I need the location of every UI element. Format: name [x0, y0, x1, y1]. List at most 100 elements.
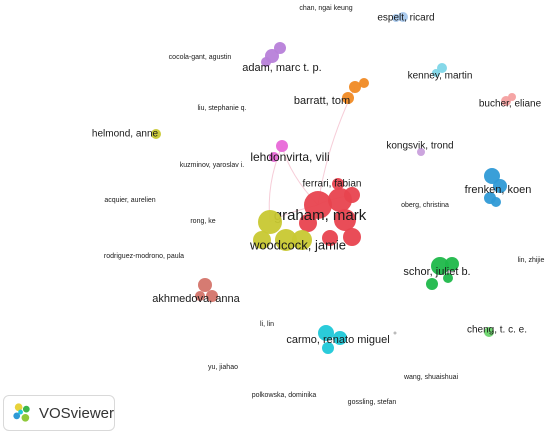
node-bubble[interactable]: [322, 230, 338, 246]
node-bubble[interactable]: [484, 327, 494, 337]
node-bubble[interactable]: [359, 78, 369, 88]
network-node[interactable]: lehdonvirta, vili: [250, 140, 330, 164]
node-bubble[interactable]: [437, 63, 447, 73]
node-bubble[interactable]: [426, 278, 438, 290]
network-node[interactable]: barratt, tom: [294, 78, 369, 107]
network-node[interactable]: frenken, koen: [465, 168, 532, 207]
network-node[interactable]: adam, marc t. p.: [242, 42, 322, 74]
network-node[interactable]: yu, jiahao: [208, 364, 238, 371]
network-node[interactable]: acquier, aurelien: [104, 197, 155, 204]
network-node[interactable]: schor, juliet b.: [403, 257, 471, 290]
node-bubble[interactable]: [274, 42, 286, 54]
node-bubble[interactable]: [318, 325, 334, 341]
network-node[interactable]: chan, ngai keung: [299, 5, 352, 12]
node-bubble[interactable]: [206, 290, 218, 302]
node-bubble[interactable]: [195, 291, 205, 301]
node-bubble[interactable]: [322, 342, 334, 354]
node-bubble[interactable]: [443, 273, 453, 283]
node-bubble[interactable]: [342, 92, 354, 104]
node-bubble[interactable]: [343, 228, 361, 246]
node-bubble[interactable]: [292, 230, 312, 250]
node-label[interactable]: wang, shuaishuai: [403, 374, 459, 381]
node-label[interactable]: bucher, eliane: [479, 99, 542, 110]
network-node[interactable]: helmond, anne: [92, 129, 161, 140]
node-label[interactable]: lehdonvirta, vili: [250, 150, 329, 164]
network-node[interactable]: gossling, stefan: [348, 399, 397, 406]
network-node[interactable]: akhmedova, anna: [152, 278, 241, 305]
network-node[interactable]: rodriguez-modrono, paula: [104, 253, 184, 260]
node-label[interactable]: schor, juliet b.: [403, 266, 470, 278]
node-bubble[interactable]: [508, 93, 516, 101]
node-label[interactable]: adam, marc t. p.: [242, 62, 321, 74]
node-label[interactable]: kuzminov, yaroslav i.: [180, 162, 245, 169]
network-node[interactable]: lin, zhijie: [518, 257, 545, 264]
node-label[interactable]: gossling, stefan: [348, 399, 397, 406]
network-node[interactable]: kenney, martin: [408, 63, 473, 82]
node-bubble[interactable]: [261, 57, 271, 67]
network-node[interactable]: li, lin: [260, 321, 274, 328]
node-bubble[interactable]: [253, 231, 271, 249]
node-label[interactable]: akhmedova, anna: [152, 293, 240, 305]
node-bubble[interactable]: [151, 129, 161, 139]
network-node[interactable]: oberg, christina: [401, 202, 449, 209]
node-bubble[interactable]: [344, 187, 360, 203]
network-node[interactable]: liu, stephanie q.: [197, 105, 246, 112]
node-label[interactable]: cocola-gant, agustin: [169, 54, 232, 61]
node-label[interactable]: acquier, aurelien: [104, 197, 155, 204]
network-node[interactable]: espelt, ricard: [377, 12, 435, 24]
network-node[interactable]: ferrari, fabian: [303, 178, 362, 203]
network-node[interactable]: rong, ke: [190, 218, 215, 225]
network-node[interactable]: bucher, eliane: [479, 93, 542, 110]
node-label[interactable]: rong, ke: [190, 218, 215, 225]
network-node[interactable]: kongsvik, trond: [386, 141, 454, 156]
node-label[interactable]: kongsvik, trond: [386, 141, 453, 152]
network-node[interactable]: cocola-gant, agustin: [169, 54, 232, 61]
node-label[interactable]: barratt, tom: [294, 95, 350, 107]
node-bubble[interactable]: [398, 12, 408, 22]
node-bubble[interactable]: [332, 178, 344, 190]
node-bubble[interactable]: [275, 229, 297, 251]
node-bubble[interactable]: [491, 197, 501, 207]
node-bubble[interactable]: [493, 179, 507, 193]
node-bubble[interactable]: [269, 152, 279, 162]
node-bubble[interactable]: [432, 69, 440, 77]
node-bubble[interactable]: [431, 257, 449, 275]
network-node[interactable]: polkowska, dominika: [252, 392, 317, 399]
node-bubble[interactable]: [304, 191, 332, 219]
node-bubble[interactable]: [349, 81, 361, 93]
node-bubble[interactable]: [445, 257, 459, 271]
node-label[interactable]: chan, ngai keung: [299, 5, 352, 12]
network-node[interactable]: wang, shuaishuai: [403, 374, 459, 381]
network-node[interactable]: kuzminov, yaroslav i.: [180, 162, 245, 169]
network-node[interactable]: cheng, t. c. e.: [467, 325, 527, 337]
node-bubble[interactable]: [299, 214, 317, 232]
node-bubble[interactable]: [258, 210, 282, 234]
node-bubble[interactable]: [333, 331, 347, 345]
node-label[interactable]: kenney, martin: [408, 71, 473, 82]
node-bubble[interactable]: [334, 209, 356, 231]
node-label[interactable]: oberg, christina: [401, 202, 449, 209]
node-bubble[interactable]: [417, 148, 425, 156]
node-label[interactable]: li, lin: [260, 321, 274, 328]
network-node[interactable]: graham, mark: [274, 188, 367, 246]
node-bubble[interactable]: [484, 168, 500, 184]
node-label[interactable]: woodcock, jamie: [249, 237, 346, 252]
node-label[interactable]: polkowska, dominika: [252, 392, 317, 399]
node-label[interactable]: carmo, renato miguel: [286, 334, 389, 346]
node-label[interactable]: rodriguez-modrono, paula: [104, 253, 184, 260]
node-label[interactable]: lin, zhijie: [518, 257, 545, 264]
node-label[interactable]: cheng, t. c. e.: [467, 325, 527, 336]
node-bubble[interactable]: [198, 278, 212, 292]
node-label[interactable]: ferrari, fabian: [303, 179, 362, 190]
network-node[interactable]: carmo, renato miguel: [286, 325, 390, 354]
node-label[interactable]: frenken, koen: [465, 184, 532, 196]
node-label[interactable]: liu, stephanie q.: [197, 105, 246, 112]
node-label[interactable]: yu, jiahao: [208, 364, 238, 371]
node-label[interactable]: helmond, anne: [92, 129, 159, 140]
node-bubble[interactable]: [276, 140, 288, 152]
node-label[interactable]: graham, mark: [274, 207, 367, 224]
node-label[interactable]: espelt, ricard: [377, 13, 434, 24]
network-node[interactable]: woodcock, jamie: [249, 210, 346, 252]
